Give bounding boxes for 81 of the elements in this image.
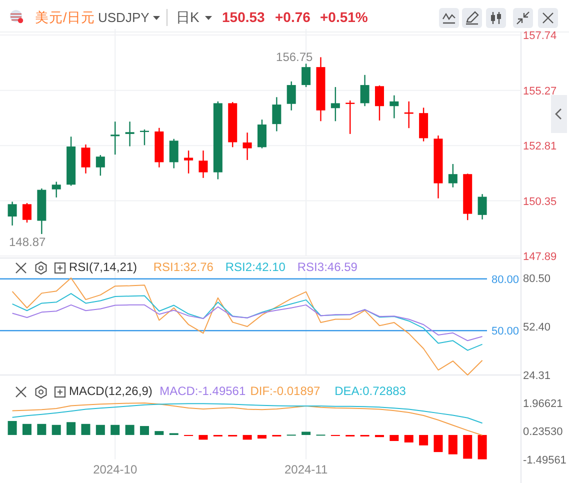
ref-line-label: 50.00 <box>491 326 519 338</box>
candlestick <box>110 121 120 156</box>
candlestick <box>8 201 17 226</box>
candlestick <box>184 150 194 174</box>
ref-line-label: 80.00 <box>491 274 519 286</box>
bar <box>37 424 46 435</box>
candlestick <box>272 96 282 132</box>
bar <box>448 434 458 454</box>
line-series <box>12 304 483 342</box>
y-tick-label: 24.31 <box>523 370 551 382</box>
candlestick <box>242 132 252 161</box>
annotation: 148.87 <box>8 235 46 250</box>
candlestick <box>448 163 458 188</box>
chart-title: 美元/日元 <box>35 10 95 25</box>
bar <box>52 424 61 435</box>
candlestick <box>52 181 61 198</box>
bar <box>198 434 208 440</box>
text: 日K <box>176 9 200 25</box>
bar <box>22 424 32 435</box>
bar <box>96 424 105 435</box>
text: MACD:-1.49561 <box>160 384 246 398</box>
x-tick-label: 2024-10 <box>93 462 138 476</box>
chart-subtitle: USDJPY <box>98 10 150 25</box>
y-tick-label: 150.35 <box>523 196 557 208</box>
bar <box>140 426 149 435</box>
bar <box>242 434 252 440</box>
candlestick <box>330 86 340 122</box>
y-tick-label: -1.49561 <box>523 454 566 466</box>
bar <box>302 432 311 435</box>
line-series <box>12 402 483 436</box>
y-tick-label: 147.89 <box>523 250 557 263</box>
bar <box>478 434 487 460</box>
candlestick <box>478 193 487 220</box>
candlestick <box>81 144 90 174</box>
line-series <box>12 293 483 351</box>
y-tick-label: 1.96621 <box>523 398 563 410</box>
candlestick <box>360 74 370 107</box>
y-tick-label: 152.81 <box>523 140 557 153</box>
text: +0.76 <box>275 9 311 25</box>
bar <box>8 420 17 435</box>
series-label: DEA:0.72883 <box>334 384 406 398</box>
candlestick <box>169 138 178 169</box>
bar <box>110 424 120 435</box>
bar <box>154 431 164 435</box>
candlestick <box>374 84 384 122</box>
text: RSI3:46.59 <box>297 260 358 274</box>
bar <box>390 434 399 441</box>
bar <box>257 434 266 439</box>
series-label: RSI1:32.76 <box>153 260 214 274</box>
y-tick-label: 80.50 <box>523 272 551 285</box>
candlestick <box>22 202 32 224</box>
bar <box>125 424 134 435</box>
chart-title: RSI(7,14,21) <box>69 260 138 274</box>
candlestick <box>404 100 414 129</box>
candlestick <box>96 154 105 176</box>
bar <box>434 434 443 452</box>
y-tick-label: 0.23530 <box>523 426 563 438</box>
bar <box>404 434 414 442</box>
candlestick <box>302 63 311 88</box>
x-tick-label: 2024-11 <box>284 462 328 476</box>
bar <box>463 434 472 459</box>
annotation: 156.75 <box>276 50 314 64</box>
candlestick <box>198 150 208 179</box>
bar <box>374 434 384 438</box>
line-series <box>12 278 483 376</box>
y-tick-label: 52.40 <box>523 321 551 334</box>
text: +0.51% <box>320 9 368 25</box>
bar <box>81 424 90 435</box>
text: 150.53 <box>222 9 266 25</box>
series-label: DIF:-0.01897 <box>250 384 321 398</box>
candlestick <box>125 121 134 147</box>
bar <box>66 422 76 435</box>
candlestick <box>257 118 266 149</box>
chart-title: MACD(12,26,9) <box>69 384 152 398</box>
candlestick <box>286 80 296 111</box>
y-tick-label: 155.27 <box>523 85 557 98</box>
candlestick <box>390 94 399 119</box>
y-tick-label: 157.74 <box>523 30 557 42</box>
text: RSI2:42.10 <box>225 260 286 274</box>
line-series <box>12 403 483 424</box>
bar <box>419 434 428 446</box>
